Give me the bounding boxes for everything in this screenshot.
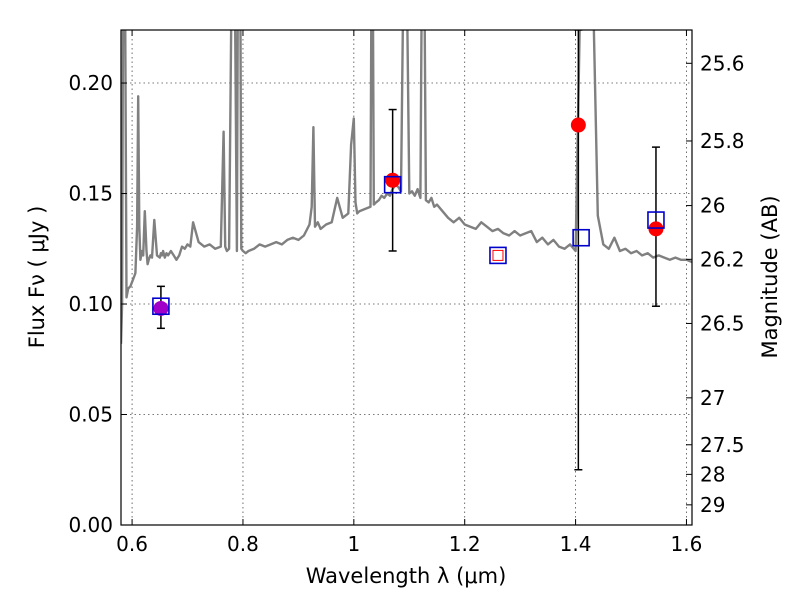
axis-ticks: 0.6 0.8 1 1.2 1.4 1.6 0.00 0.05 0.10 0.15 0.20 25.6… — [68, 30, 745, 556]
model-photometry-square — [572, 228, 590, 247]
x-tick-label: 1 — [347, 532, 360, 556]
y-axis-label: Flux Fν ( μJy ) — [25, 206, 49, 349]
y-tick-label: 0.15 — [68, 182, 113, 206]
observed-point — [385, 172, 401, 188]
y2-tick-label: 26 — [700, 194, 725, 218]
y2-tick-label: 29 — [700, 493, 725, 517]
observed-flagged-point — [153, 300, 169, 316]
y-tick-label: 0.10 — [68, 292, 113, 316]
model-photometry-square — [383, 175, 402, 194]
model-spectrum-line — [121, 30, 692, 344]
y-tick-label: 0.05 — [68, 403, 113, 427]
model-photometry-square — [489, 246, 507, 265]
x-tick-label: 1.6 — [671, 532, 703, 556]
y2-tick-label: 27 — [700, 386, 725, 410]
model-photometry-inner-square — [492, 249, 504, 261]
x-tick-label: 1.2 — [449, 532, 481, 556]
y2-axis-label: Magnitude (AB) — [758, 195, 782, 358]
model-photometry-square — [647, 211, 665, 229]
y2-tick-label: 28 — [700, 462, 725, 486]
y2-tick-label: 27.5 — [700, 433, 745, 457]
observed-point — [648, 221, 664, 237]
x-tick-label: 1.4 — [560, 532, 592, 556]
x-tick-label: 0.8 — [227, 532, 259, 556]
x-tick-label: 0.6 — [116, 532, 148, 556]
plot-frame — [120, 29, 693, 526]
y2-tick-label: 25.8 — [700, 129, 745, 153]
observed-point — [570, 117, 586, 133]
y-tick-label: 0.20 — [68, 71, 113, 95]
y-tick-label: 0.00 — [68, 513, 113, 537]
y2-tick-label: 25.6 — [700, 51, 745, 75]
x-axis-label: Wavelength λ (μm) — [306, 564, 507, 588]
model-photometry-square — [152, 297, 170, 316]
y2-tick-label: 26.2 — [700, 247, 745, 271]
plot-area — [121, 30, 692, 471]
y2-tick-label: 26.5 — [700, 311, 745, 335]
grid-lines — [121, 30, 692, 526]
